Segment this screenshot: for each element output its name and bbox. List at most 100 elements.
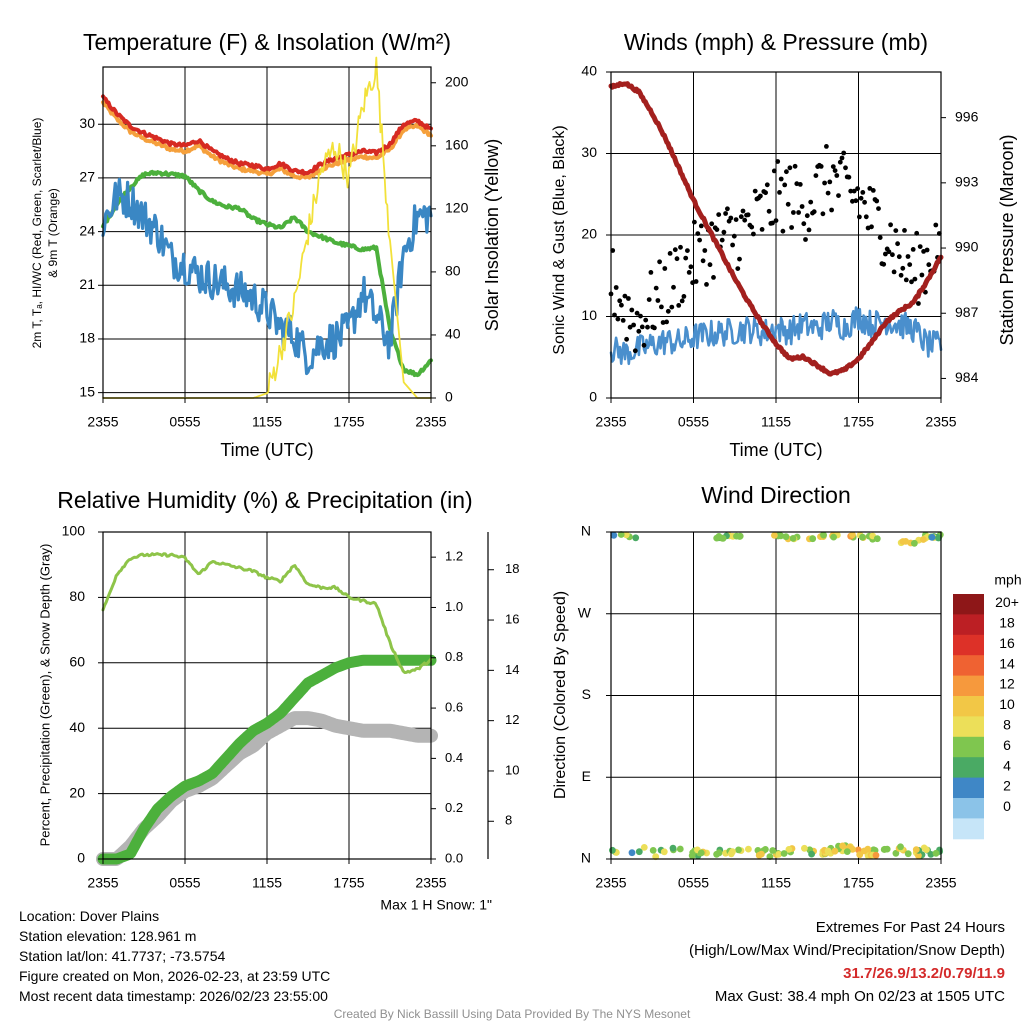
dir-point — [809, 535, 817, 543]
wind-gust-point — [659, 304, 664, 310]
wind-gust-point — [902, 228, 907, 233]
rh-y2tick-label: 1.0 — [445, 599, 463, 614]
dir-point — [735, 846, 742, 854]
wind-gust-point — [645, 324, 650, 330]
wind-gust-point — [924, 247, 930, 253]
wind-gust-point — [912, 276, 918, 282]
wind-gust-point — [777, 190, 782, 195]
colorbar-swatch — [953, 777, 984, 799]
wind-gust-point — [728, 215, 734, 221]
colorbar-swatch — [953, 736, 984, 758]
wind-gust-point — [617, 298, 623, 304]
wind-gust-point — [818, 164, 824, 169]
wind-gust-point — [626, 296, 631, 301]
dir-point — [676, 845, 684, 853]
dir-point — [649, 847, 657, 854]
wind-gust-point — [905, 254, 911, 259]
wind-gust-point — [655, 298, 661, 303]
wind-gust-point — [806, 227, 812, 233]
wind-gust-point — [825, 190, 831, 196]
wind-y2label: Station Pressure (Maroon) — [997, 134, 1017, 345]
wind-y2tick-label: 984 — [955, 369, 979, 385]
dir-point — [808, 850, 815, 858]
wind-gust-point — [792, 163, 798, 169]
wind-gust-point — [830, 164, 836, 170]
dir-point — [911, 539, 918, 547]
temp-xtick-label: 2355 — [415, 414, 446, 430]
wind-gust-point — [672, 247, 678, 253]
wind-gust-point — [797, 182, 803, 187]
wind-gust-point — [652, 325, 657, 331]
colorbar-swatch — [953, 798, 984, 819]
temp-y2tick-label: 200 — [445, 73, 469, 89]
dir-point — [635, 848, 643, 856]
wind-gust-point — [702, 248, 708, 253]
rh-ytick-label: 80 — [69, 588, 85, 604]
wind-gust-point — [730, 242, 735, 248]
temp-xtick-label: 0555 — [169, 414, 200, 430]
wind-gust-point — [622, 293, 628, 299]
wind-plot-area — [608, 71, 944, 399]
wind-gust-point — [898, 272, 904, 278]
dir-point — [729, 848, 736, 856]
wind-gust-point — [688, 264, 694, 270]
wind-gust-point — [824, 144, 829, 149]
wind-gust-point — [782, 182, 788, 188]
wind-xtick-label: 2355 — [925, 414, 956, 430]
colorbar-swatch — [953, 675, 984, 697]
wind-ytick-label: 30 — [581, 144, 597, 160]
rh-ytick-label: 40 — [69, 719, 85, 735]
rh-y2tick-label: 0.2 — [445, 800, 463, 815]
wind-gust-point — [890, 252, 895, 258]
wind-gust-point — [829, 207, 834, 213]
wind-gust-point — [692, 219, 697, 225]
rh-y2tick-label: 0.6 — [445, 700, 463, 715]
temp-y2label: Solar Insolation (Yellow) — [482, 139, 502, 331]
wind-gust-point — [735, 266, 741, 271]
wind-gust-point — [843, 165, 848, 171]
wind-gust-point — [636, 328, 642, 334]
wind-gust-point — [839, 155, 845, 161]
wind-ytick-label: 0 — [589, 389, 597, 405]
wind-gust-point — [841, 150, 847, 156]
wind-gust-point — [827, 179, 833, 185]
wind-gust-point — [874, 198, 880, 204]
dir-ytick-label: W — [578, 604, 592, 620]
wind-gust-point — [664, 319, 669, 325]
dir-point — [719, 535, 727, 542]
wind-gust-point — [674, 256, 680, 262]
rh-annotation: Max 1 H Snow: 1" — [380, 897, 492, 913]
wind-gust-point — [764, 182, 770, 188]
wind-gust-point — [907, 262, 913, 267]
wind-gust-point — [627, 324, 633, 330]
dir-point — [771, 532, 778, 539]
latlon-text: Station lat/lon: 41.7737; -73.5754 — [19, 948, 226, 964]
rh-y2tick-label: 0.4 — [445, 750, 463, 765]
wind-gust-point — [804, 213, 810, 219]
colorbar-label: 12 — [999, 676, 1015, 692]
rh-y2tick-label: 1.2 — [445, 549, 463, 564]
wind-gust-point — [709, 221, 715, 227]
wind-gust-point — [853, 198, 859, 204]
wind-gust-point — [917, 244, 923, 250]
wind-gust-point — [657, 259, 662, 265]
wind-gust-point — [832, 168, 838, 174]
wind-y2tick-label: 990 — [955, 239, 979, 255]
dir-point — [755, 851, 763, 859]
dir-point — [856, 851, 864, 859]
rh-ytick-label: 60 — [69, 654, 85, 670]
colorbar-label: 20+ — [995, 594, 1019, 610]
dir-point — [873, 535, 881, 543]
wind-gust-point — [612, 312, 617, 318]
dir-point — [713, 534, 721, 542]
dir-ylabel: Direction (Colored By Speed) — [552, 591, 569, 799]
temp-plot-area — [101, 56, 433, 399]
location-text: Location: Dover Plains — [19, 908, 160, 924]
rh-xtick-label: 1155 — [252, 875, 282, 891]
dir-point — [622, 531, 630, 539]
wind-gust-point — [916, 301, 921, 306]
dir-point — [669, 844, 677, 852]
dir-point — [892, 849, 900, 857]
wind-gust-point — [669, 304, 675, 310]
wind-gust-point — [619, 302, 624, 308]
